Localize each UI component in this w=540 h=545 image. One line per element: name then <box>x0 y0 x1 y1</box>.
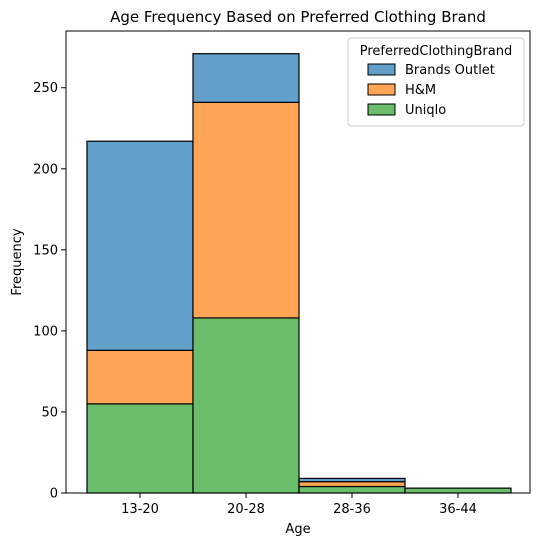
x-tick-label: 28-36 <box>333 502 371 517</box>
plot-frame <box>65 30 531 494</box>
bar-13-20-handm <box>86 349 194 405</box>
legend-label-handm: H&M <box>405 83 436 98</box>
legend-label-brands-outlet: Brands Outlet <box>405 63 495 78</box>
x-axis: 13-20 20-28 28-36 36-44 <box>121 493 477 517</box>
x-tick-label: 36-44 <box>439 502 477 517</box>
legend-swatch-handm <box>367 83 396 96</box>
legend-swatch-brands-outlet <box>367 63 396 76</box>
bar-20-28-brands-outlet <box>192 53 300 103</box>
y-tick-label: 150 <box>33 243 58 258</box>
chart-title: Age Frequency Based on Preferred Clothin… <box>110 8 486 26</box>
x-axis-label: Age <box>285 522 310 537</box>
bar-28-36-brands-outlet <box>298 477 406 483</box>
bar-20-28-uniqlo <box>192 317 300 494</box>
bars-layer <box>86 53 512 494</box>
y-tick-label: 100 <box>33 324 58 339</box>
legend-label-uniqlo: Uniqlo <box>405 103 446 118</box>
y-tick-label: 0 <box>50 487 58 502</box>
legend-title: PreferredClothingBrand <box>360 44 512 59</box>
y-tick-label: 200 <box>33 162 58 177</box>
bar-13-20-brands-outlet <box>86 140 194 351</box>
bar-36-44-uniqlo <box>404 487 512 494</box>
bar-28-36-uniqlo <box>298 485 406 494</box>
bar-28-36-handm <box>298 481 406 488</box>
y-axis-label: Frequency <box>10 228 25 295</box>
legend-entries: Brands Outlet H&M Uniqlo <box>367 63 495 118</box>
y-tick-label: 50 <box>41 405 58 420</box>
x-tick-label: 20-28 <box>227 502 265 517</box>
x-tick-label: 13-20 <box>121 502 159 517</box>
legend: PreferredClothingBrand Brands Outlet H&M U… <box>347 37 525 127</box>
bar-20-28-handm <box>192 101 300 319</box>
legend-swatch-uniqlo <box>367 103 396 116</box>
y-tick-label: 250 <box>33 81 58 96</box>
y-axis: 0 50 100 150 200 250 <box>33 81 66 502</box>
bar-13-20-uniqlo <box>86 403 194 494</box>
